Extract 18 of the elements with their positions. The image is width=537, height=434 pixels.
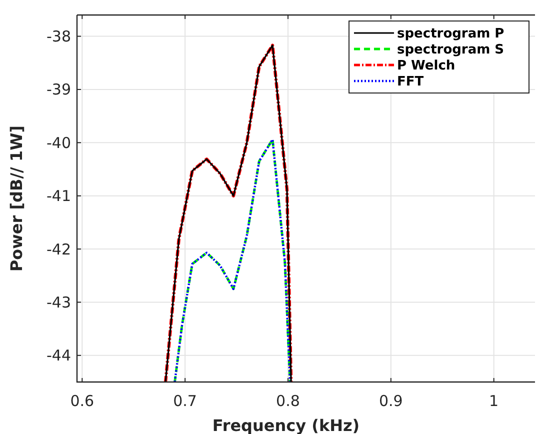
y-axis-title: Power [dB// 1W] [7,125,26,272]
x-tick-label: 0.6 [70,392,94,410]
y-tick-label: -38 [46,28,71,46]
line-series [174,138,292,382]
x-tick-label: 0.9 [378,392,403,410]
y-tick-label: -44 [46,346,71,365]
x-tick-label: 0.8 [276,392,300,410]
legend-label: spectrogram S [397,42,504,58]
legend-label: P Welch [397,58,456,74]
y-tick-label: -39 [46,80,71,99]
x-tick-label: 0.7 [173,392,197,410]
y-tick-label: -41 [46,187,71,206]
legend-label: FFT [397,74,424,90]
y-tick-label: -40 [46,134,71,152]
y-tick-label: -43 [46,293,71,312]
x-tick-label: 1 [489,392,499,410]
legend-label: spectrogram P [397,26,504,42]
y-tick-label: -42 [46,240,71,258]
